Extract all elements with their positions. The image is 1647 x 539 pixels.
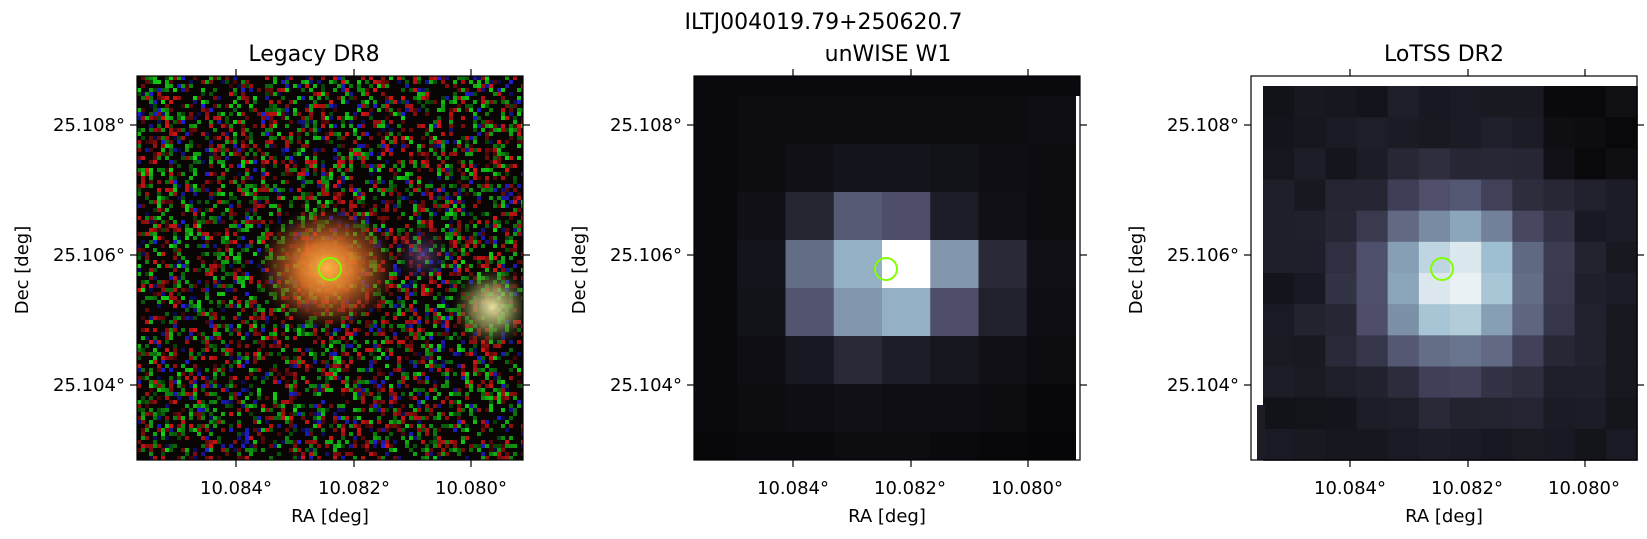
axis-ticks — [130, 69, 1644, 467]
lotss-ytick-2: 25.106° — [1167, 245, 1239, 266]
unwise-axes-frame — [693, 75, 1081, 461]
unwise-ylabel: Dec [deg] — [569, 226, 590, 315]
lotss-image — [1257, 86, 1638, 461]
unwise-xtick-1: 10.084° — [757, 478, 829, 499]
legacy-ylabel: Dec [deg] — [12, 226, 33, 315]
legacy-xtick-1: 10.084° — [200, 478, 272, 499]
legacy-image — [137, 76, 523, 460]
panel-title-unwise: unWISE W1 — [824, 42, 952, 67]
lotss-ytick-1: 25.108° — [1167, 115, 1239, 136]
unwise-ytick-2: 25.106° — [610, 245, 682, 266]
legacy-xtick-3: 10.080° — [435, 478, 507, 499]
lotss-xtick-3: 10.080° — [1548, 478, 1620, 499]
unwise-ytick-3: 25.104° — [610, 375, 682, 396]
lotss-xtick-2: 10.082° — [1431, 478, 1503, 499]
lotss-xtick-1: 10.084° — [1314, 478, 1386, 499]
lotss-xlabel: RA [deg] — [1405, 506, 1483, 527]
legacy-xtick-2: 10.082° — [318, 478, 390, 499]
legacy-source-circle-icon — [318, 257, 342, 281]
unwise-source-circle-icon — [874, 257, 898, 281]
unwise-ytick-1: 25.108° — [610, 115, 682, 136]
legacy-ytick-3: 25.104° — [53, 375, 125, 396]
unwise-xtick-2: 10.082° — [874, 478, 946, 499]
lotss-ylabel: Dec [deg] — [1126, 226, 1147, 315]
unwise-xtick-3: 10.080° — [991, 478, 1063, 499]
legacy-ytick-1: 25.108° — [53, 115, 125, 136]
legacy-ytick-2: 25.106° — [53, 245, 125, 266]
panel-title-lotss: LoTSS DR2 — [1384, 42, 1504, 67]
legacy-axes-frame — [136, 75, 524, 461]
unwise-image — [694, 76, 1080, 460]
legacy-xlabel: RA [deg] — [291, 506, 369, 527]
lotss-axes-frame — [1250, 75, 1638, 461]
figure-title: ILTJ004019.79+250620.7 — [684, 10, 963, 35]
unwise-xlabel: RA [deg] — [848, 506, 926, 527]
lotss-source-circle-icon — [1430, 257, 1454, 281]
lotss-ytick-3: 25.104° — [1167, 375, 1239, 396]
panel-title-legacy: Legacy DR8 — [248, 42, 380, 67]
